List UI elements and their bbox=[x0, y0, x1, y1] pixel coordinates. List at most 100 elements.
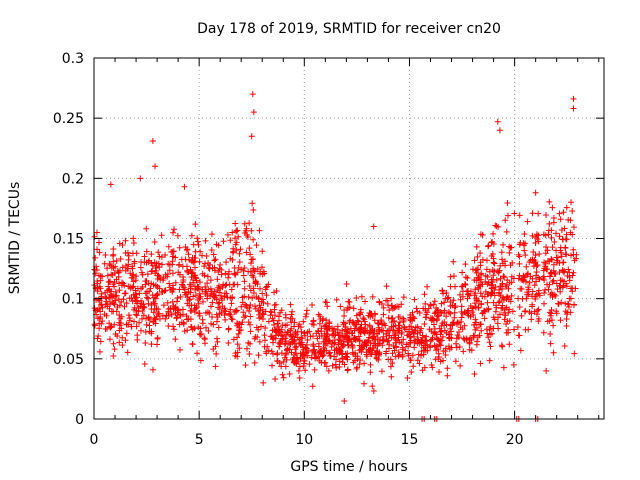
data-point bbox=[136, 290, 143, 297]
y-tick-label: 0.05 bbox=[53, 352, 84, 368]
data-point bbox=[192, 264, 199, 271]
data-point bbox=[254, 266, 261, 273]
data-point bbox=[136, 319, 143, 326]
data-point bbox=[331, 347, 338, 354]
data-point bbox=[253, 278, 260, 285]
data-point bbox=[411, 327, 418, 334]
data-point bbox=[239, 294, 246, 301]
data-point bbox=[213, 318, 220, 325]
data-point bbox=[498, 249, 505, 256]
data-point bbox=[229, 316, 236, 323]
data-point bbox=[559, 267, 566, 274]
data-point bbox=[174, 314, 180, 321]
data-point bbox=[570, 95, 577, 102]
data-point bbox=[441, 310, 448, 317]
data-point bbox=[393, 344, 400, 351]
data-point bbox=[438, 300, 445, 307]
data-point bbox=[365, 337, 372, 344]
data-point bbox=[213, 241, 220, 248]
data-point bbox=[571, 301, 578, 308]
data-point bbox=[435, 368, 442, 375]
data-point bbox=[365, 312, 372, 319]
data-point bbox=[524, 291, 531, 298]
data-point bbox=[362, 321, 369, 328]
data-point bbox=[388, 295, 395, 302]
axis-ticks: 0 5 10 15 20 0 0.05 0.1 0.15 0.2 0.25 0.3 bbox=[53, 51, 604, 448]
data-point bbox=[248, 260, 255, 267]
data-point bbox=[424, 347, 431, 354]
data-point bbox=[483, 326, 490, 333]
data-point bbox=[191, 325, 198, 332]
data-point bbox=[431, 310, 438, 317]
data-point bbox=[568, 199, 575, 206]
data-point bbox=[507, 262, 514, 269]
data-point bbox=[463, 288, 470, 295]
data-point bbox=[433, 305, 440, 312]
data-point bbox=[258, 298, 265, 305]
data-point bbox=[290, 338, 297, 345]
data-point bbox=[494, 320, 501, 327]
data-point bbox=[329, 362, 336, 369]
data-point bbox=[198, 331, 205, 338]
data-point bbox=[495, 223, 502, 230]
data-point bbox=[113, 257, 120, 264]
data-point bbox=[515, 295, 522, 302]
data-point bbox=[488, 290, 495, 297]
data-point bbox=[427, 344, 434, 351]
data-point bbox=[533, 231, 540, 238]
data-point bbox=[365, 347, 372, 354]
data-point bbox=[201, 335, 208, 342]
data-point bbox=[565, 266, 572, 273]
data-point bbox=[473, 296, 480, 303]
data-point bbox=[468, 347, 475, 354]
data-point bbox=[473, 266, 480, 273]
data-point bbox=[567, 309, 574, 316]
data-point bbox=[532, 240, 539, 247]
data-point bbox=[142, 328, 149, 335]
data-point bbox=[495, 299, 502, 306]
data-point bbox=[508, 292, 515, 299]
data-point bbox=[337, 303, 344, 310]
data-point bbox=[245, 319, 252, 326]
data-point bbox=[541, 259, 548, 266]
data-point bbox=[511, 326, 518, 333]
data-point bbox=[180, 273, 187, 280]
data-point bbox=[433, 343, 440, 350]
data-point bbox=[302, 332, 309, 339]
data-point bbox=[130, 318, 137, 325]
data-point bbox=[414, 323, 421, 330]
data-point bbox=[331, 340, 338, 347]
data-point bbox=[321, 360, 328, 367]
data-point bbox=[197, 331, 204, 338]
data-point bbox=[477, 259, 484, 266]
data-point bbox=[447, 283, 454, 290]
data-point bbox=[97, 308, 104, 315]
data-point bbox=[184, 327, 191, 334]
data-point bbox=[95, 272, 102, 279]
data-point bbox=[502, 217, 509, 224]
data-point bbox=[473, 243, 480, 250]
data-point bbox=[208, 246, 215, 253]
data-point bbox=[247, 321, 254, 328]
data-point bbox=[215, 268, 222, 275]
data-point bbox=[422, 300, 429, 307]
data-point bbox=[506, 341, 513, 348]
data-point bbox=[284, 328, 291, 335]
data-point bbox=[354, 336, 361, 343]
data-point bbox=[294, 334, 301, 341]
data-point bbox=[268, 309, 275, 316]
data-point bbox=[440, 357, 447, 364]
data-point bbox=[462, 274, 469, 281]
data-point bbox=[235, 330, 242, 337]
grid bbox=[94, 58, 604, 419]
data-point bbox=[113, 308, 120, 315]
data-point bbox=[165, 322, 172, 329]
data-point bbox=[477, 283, 484, 290]
data-point bbox=[566, 269, 573, 276]
data-point bbox=[363, 351, 370, 358]
data-point bbox=[341, 313, 348, 320]
data-point bbox=[504, 200, 511, 207]
data-point bbox=[470, 311, 477, 318]
data-point bbox=[304, 352, 311, 359]
data-points bbox=[91, 91, 580, 422]
